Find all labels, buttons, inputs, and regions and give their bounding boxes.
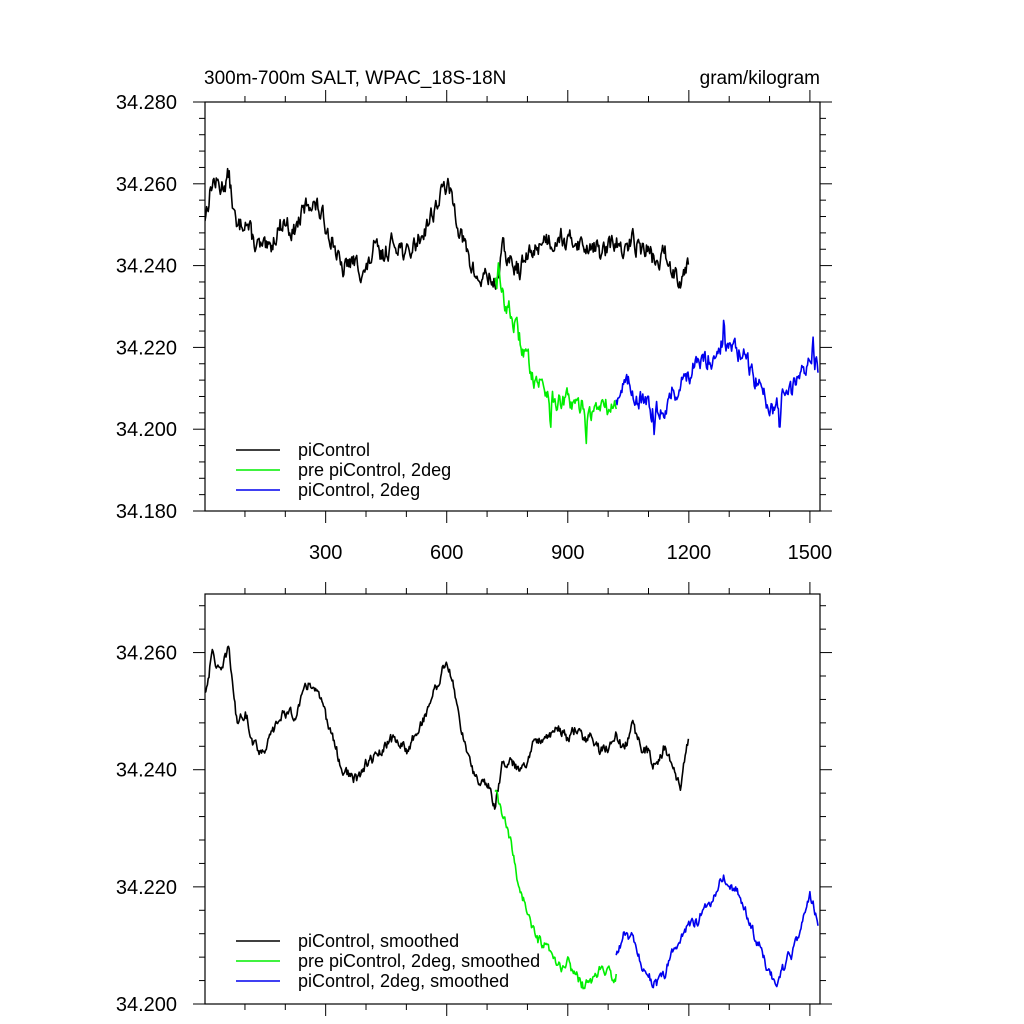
top-chart-panel: 300m-700m SALT, WPAC_18S-18N gram/kilogr…: [116, 68, 832, 564]
legend-label: piControl, smoothed: [298, 931, 459, 951]
units-label: gram/kilogram: [700, 68, 820, 89]
legend-label: pre piControl, 2deg: [298, 460, 451, 480]
y-tick-label: 34.180: [116, 501, 177, 523]
legend-label: piControl: [298, 440, 370, 460]
x-tick-label: 300: [309, 542, 342, 564]
y-tick-label: 34.200: [116, 994, 177, 1016]
x-tick-label: 1200: [667, 542, 712, 564]
plot-frame: [204, 593, 821, 1005]
y-tick-label: 34.220: [116, 877, 177, 899]
plot-frame: [204, 101, 821, 512]
bottom-series-layer: [205, 645, 819, 990]
y-tick-label: 34.280: [116, 92, 177, 114]
y-tick-label: 34.240: [116, 760, 177, 782]
bottom-axes-layer: 34.200 34.220 34.240 34.260: [116, 582, 832, 1016]
series-line-0: [205, 645, 690, 810]
x-tick-label: 900: [551, 542, 584, 564]
series-line-2: [615, 874, 819, 989]
series-line-2: [615, 319, 819, 436]
top-series-layer: [205, 167, 819, 445]
bottom-chart-panel: 34.200 34.220 34.240 34.260 piControl, smoo…: [116, 582, 832, 1016]
y-tick-label: 34.200: [116, 419, 177, 441]
x-tick-label: 600: [430, 542, 463, 564]
legend-label: pre piControl, 2deg, smoothed: [298, 951, 540, 971]
legend-label: piControl, 2deg: [298, 480, 420, 500]
legend-label: piControl, 2deg, smoothed: [298, 971, 509, 991]
y-tick-label: 34.220: [116, 337, 177, 359]
chart-title: 300m-700m SALT, WPAC_18S-18N: [204, 68, 506, 89]
x-tick-label: 1500: [788, 542, 833, 564]
y-tick-label: 34.240: [116, 256, 177, 278]
top-axes-layer: 300 600 900 1200 1500 34.180 34.200 34.220 34.24…: [116, 90, 832, 564]
series-line-1: [494, 262, 617, 445]
series-line-1: [494, 789, 617, 990]
y-tick-label: 34.260: [116, 643, 177, 665]
y-tick-label: 34.260: [116, 174, 177, 196]
series-line-0: [205, 167, 690, 290]
